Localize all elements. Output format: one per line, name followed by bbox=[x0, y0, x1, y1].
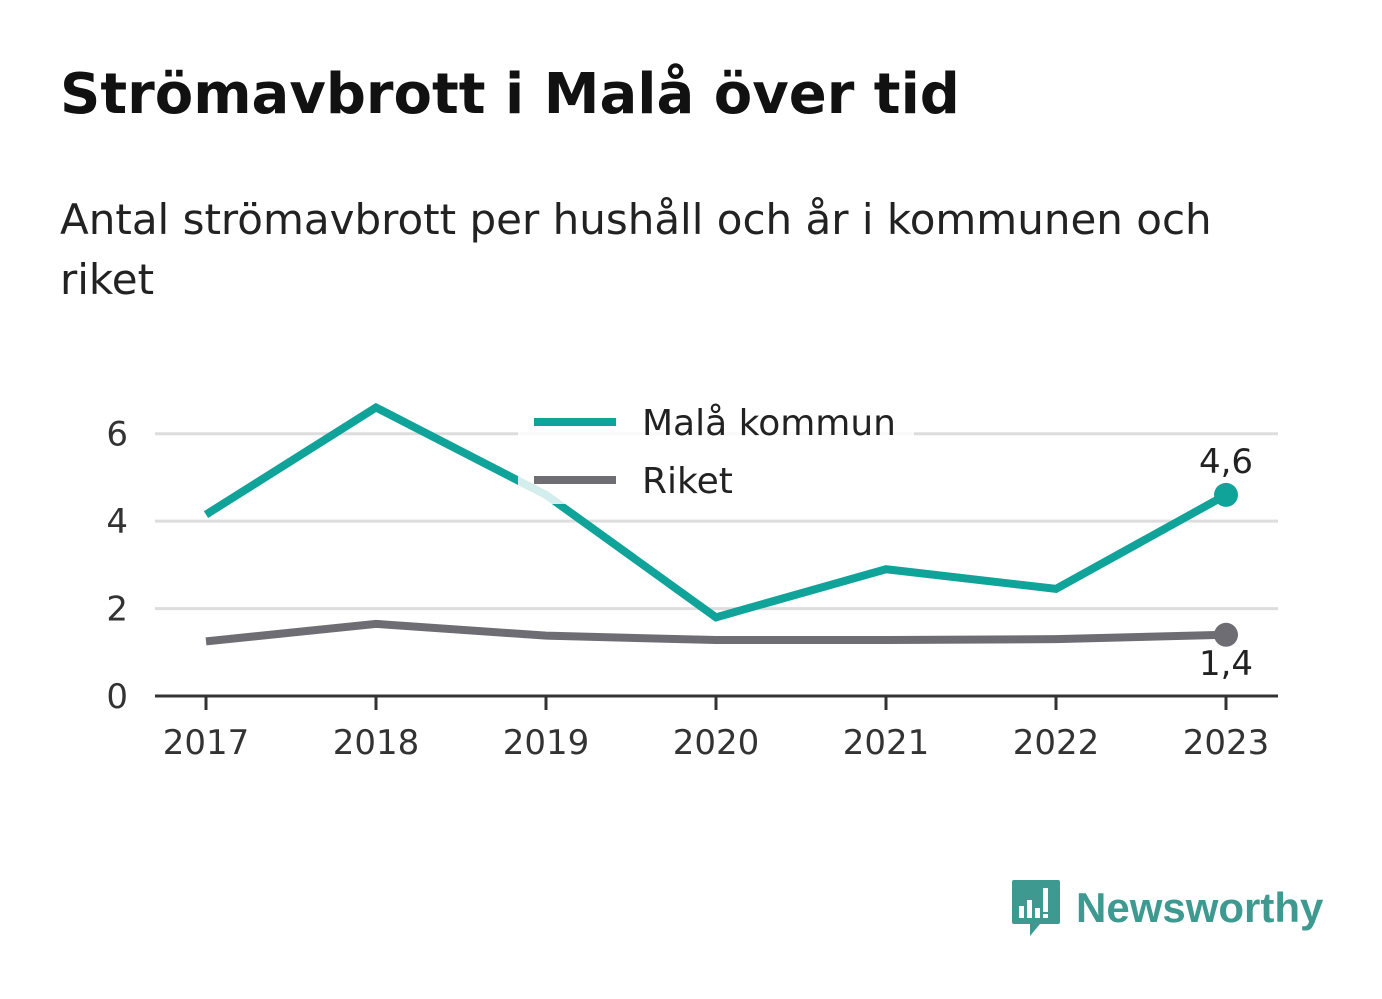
y-tick-label: 6 bbox=[106, 415, 128, 455]
chart-title: Strömavbrott i Malå över tid bbox=[60, 62, 960, 127]
chart-subtitle: Antal strömavbrott per hushåll och år i … bbox=[60, 195, 1212, 304]
x-tick-label: 2019 bbox=[503, 723, 590, 763]
brand-name: Newsworthy bbox=[1076, 884, 1324, 931]
y-tick-label: 2 bbox=[106, 590, 128, 630]
x-tick-label: 2018 bbox=[333, 723, 420, 763]
x-tick-label: 2017 bbox=[163, 723, 250, 763]
x-tick-label: 2021 bbox=[843, 723, 930, 763]
axes: 0 2 4 6 2017 2018 2019 2020 2021 2022 2023 bbox=[106, 415, 1278, 763]
series-line-mala-kommun bbox=[203, 402, 1228, 622]
x-tick-label: 2022 bbox=[1013, 723, 1100, 763]
riket-point-2023 bbox=[1214, 622, 1238, 647]
x-tick-label: 2020 bbox=[673, 723, 760, 763]
y-tick-label: 4 bbox=[106, 502, 128, 542]
legend-label-mala-kommun: Malå kommun bbox=[642, 403, 896, 444]
series-lines bbox=[203, 402, 1238, 647]
legend-background bbox=[518, 400, 914, 504]
legend-label-riket: Riket bbox=[642, 461, 733, 502]
series-line-riket bbox=[205, 619, 1227, 646]
end-labels: 4,6 1,4 bbox=[1199, 442, 1253, 684]
y-tick-label: 0 bbox=[106, 677, 128, 717]
x-tick-label: 2023 bbox=[1183, 723, 1270, 763]
newsworthy-logo: Newsworthy bbox=[1010, 878, 1323, 938]
newsworthy-icon bbox=[1012, 880, 1060, 936]
end-label-mala-kommun: 4,6 bbox=[1199, 442, 1253, 482]
legend: Malå kommun Riket bbox=[518, 400, 914, 504]
end-label-riket: 1,4 bbox=[1199, 644, 1253, 684]
mala-kommun-point-2023 bbox=[1214, 482, 1238, 507]
